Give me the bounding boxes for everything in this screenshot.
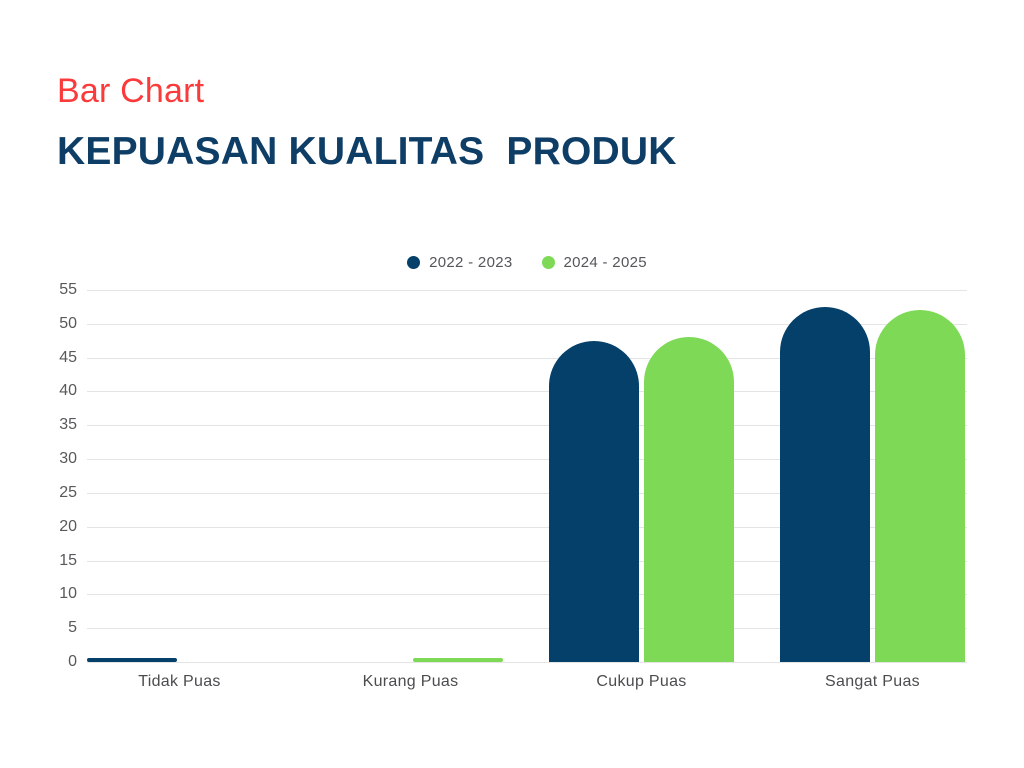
legend-label-2024-2025: 2024 - 2025 [563, 253, 647, 271]
y-tick-label-40: 40 [59, 382, 77, 400]
y-tick-label-20: 20 [59, 517, 77, 535]
gridline-55 [87, 290, 967, 291]
gridline-30 [87, 459, 967, 461]
y-tick-label-25: 25 [59, 483, 77, 501]
bar-cukup-puas-2024-2025 [644, 337, 734, 662]
bar-kurang-puas-2024-2025 [413, 658, 503, 662]
y-tick-label-5: 5 [68, 619, 77, 637]
legend-item-2024-2025: 2024 - 2025 [541, 253, 647, 271]
gridline-35 [87, 425, 967, 427]
y-tick-label-50: 50 [59, 314, 77, 332]
y-tick-label-0: 0 [68, 653, 77, 670]
gridline-40 [87, 391, 967, 393]
y-tick-label-15: 15 [59, 551, 77, 569]
plot-area: 0 5 10 15 20 25 30 35 40 45 50 55 Tidak Puas Kurang P… [59, 281, 967, 690]
y-tick-label-10: 10 [59, 585, 77, 603]
legend-dot-2022-2023-icon [407, 255, 421, 269]
chart-title: KEPUASAN KUALITAS PRODUK [57, 130, 677, 173]
x-category-label-cukup-puas: Cukup Puas [596, 673, 687, 690]
gridline-15 [87, 560, 967, 562]
chart-subtitle: Bar Chart [57, 72, 205, 110]
gridline-0 [87, 662, 967, 663]
bar-tidak-puas-2022-2023 [87, 658, 177, 662]
bar-sangat-puas-2022-2023 [780, 306, 870, 662]
y-tick-label-45: 45 [59, 348, 77, 366]
bar-sangat-puas-2024-2025 [875, 310, 965, 662]
gridline-50 [87, 323, 967, 325]
x-category-label-tidak-puas: Tidak Puas [138, 673, 221, 690]
legend-label-2022-2023: 2022 - 2023 [429, 253, 513, 271]
x-category-label-kurang-puas: Kurang Puas [362, 673, 459, 690]
gridline-45 [87, 357, 967, 359]
x-category-label-sangat-puas: Sangat Puas [825, 673, 920, 690]
legend-dot-2024-2025-icon [541, 255, 555, 269]
y-tick-label-30: 30 [59, 450, 77, 468]
y-tick-label-55: 55 [59, 281, 77, 298]
gridline-10 [87, 594, 967, 596]
legend: 2022 - 2023 2024 - 2025 [87, 249, 967, 275]
gridline-20 [87, 526, 967, 528]
legend-item-2022-2023: 2022 - 2023 [407, 254, 512, 271]
gridline-25 [87, 492, 967, 494]
bar-cukup-puas-2022-2023 [549, 340, 639, 662]
y-tick-label-35: 35 [59, 416, 77, 434]
gridline-5 [87, 628, 967, 630]
